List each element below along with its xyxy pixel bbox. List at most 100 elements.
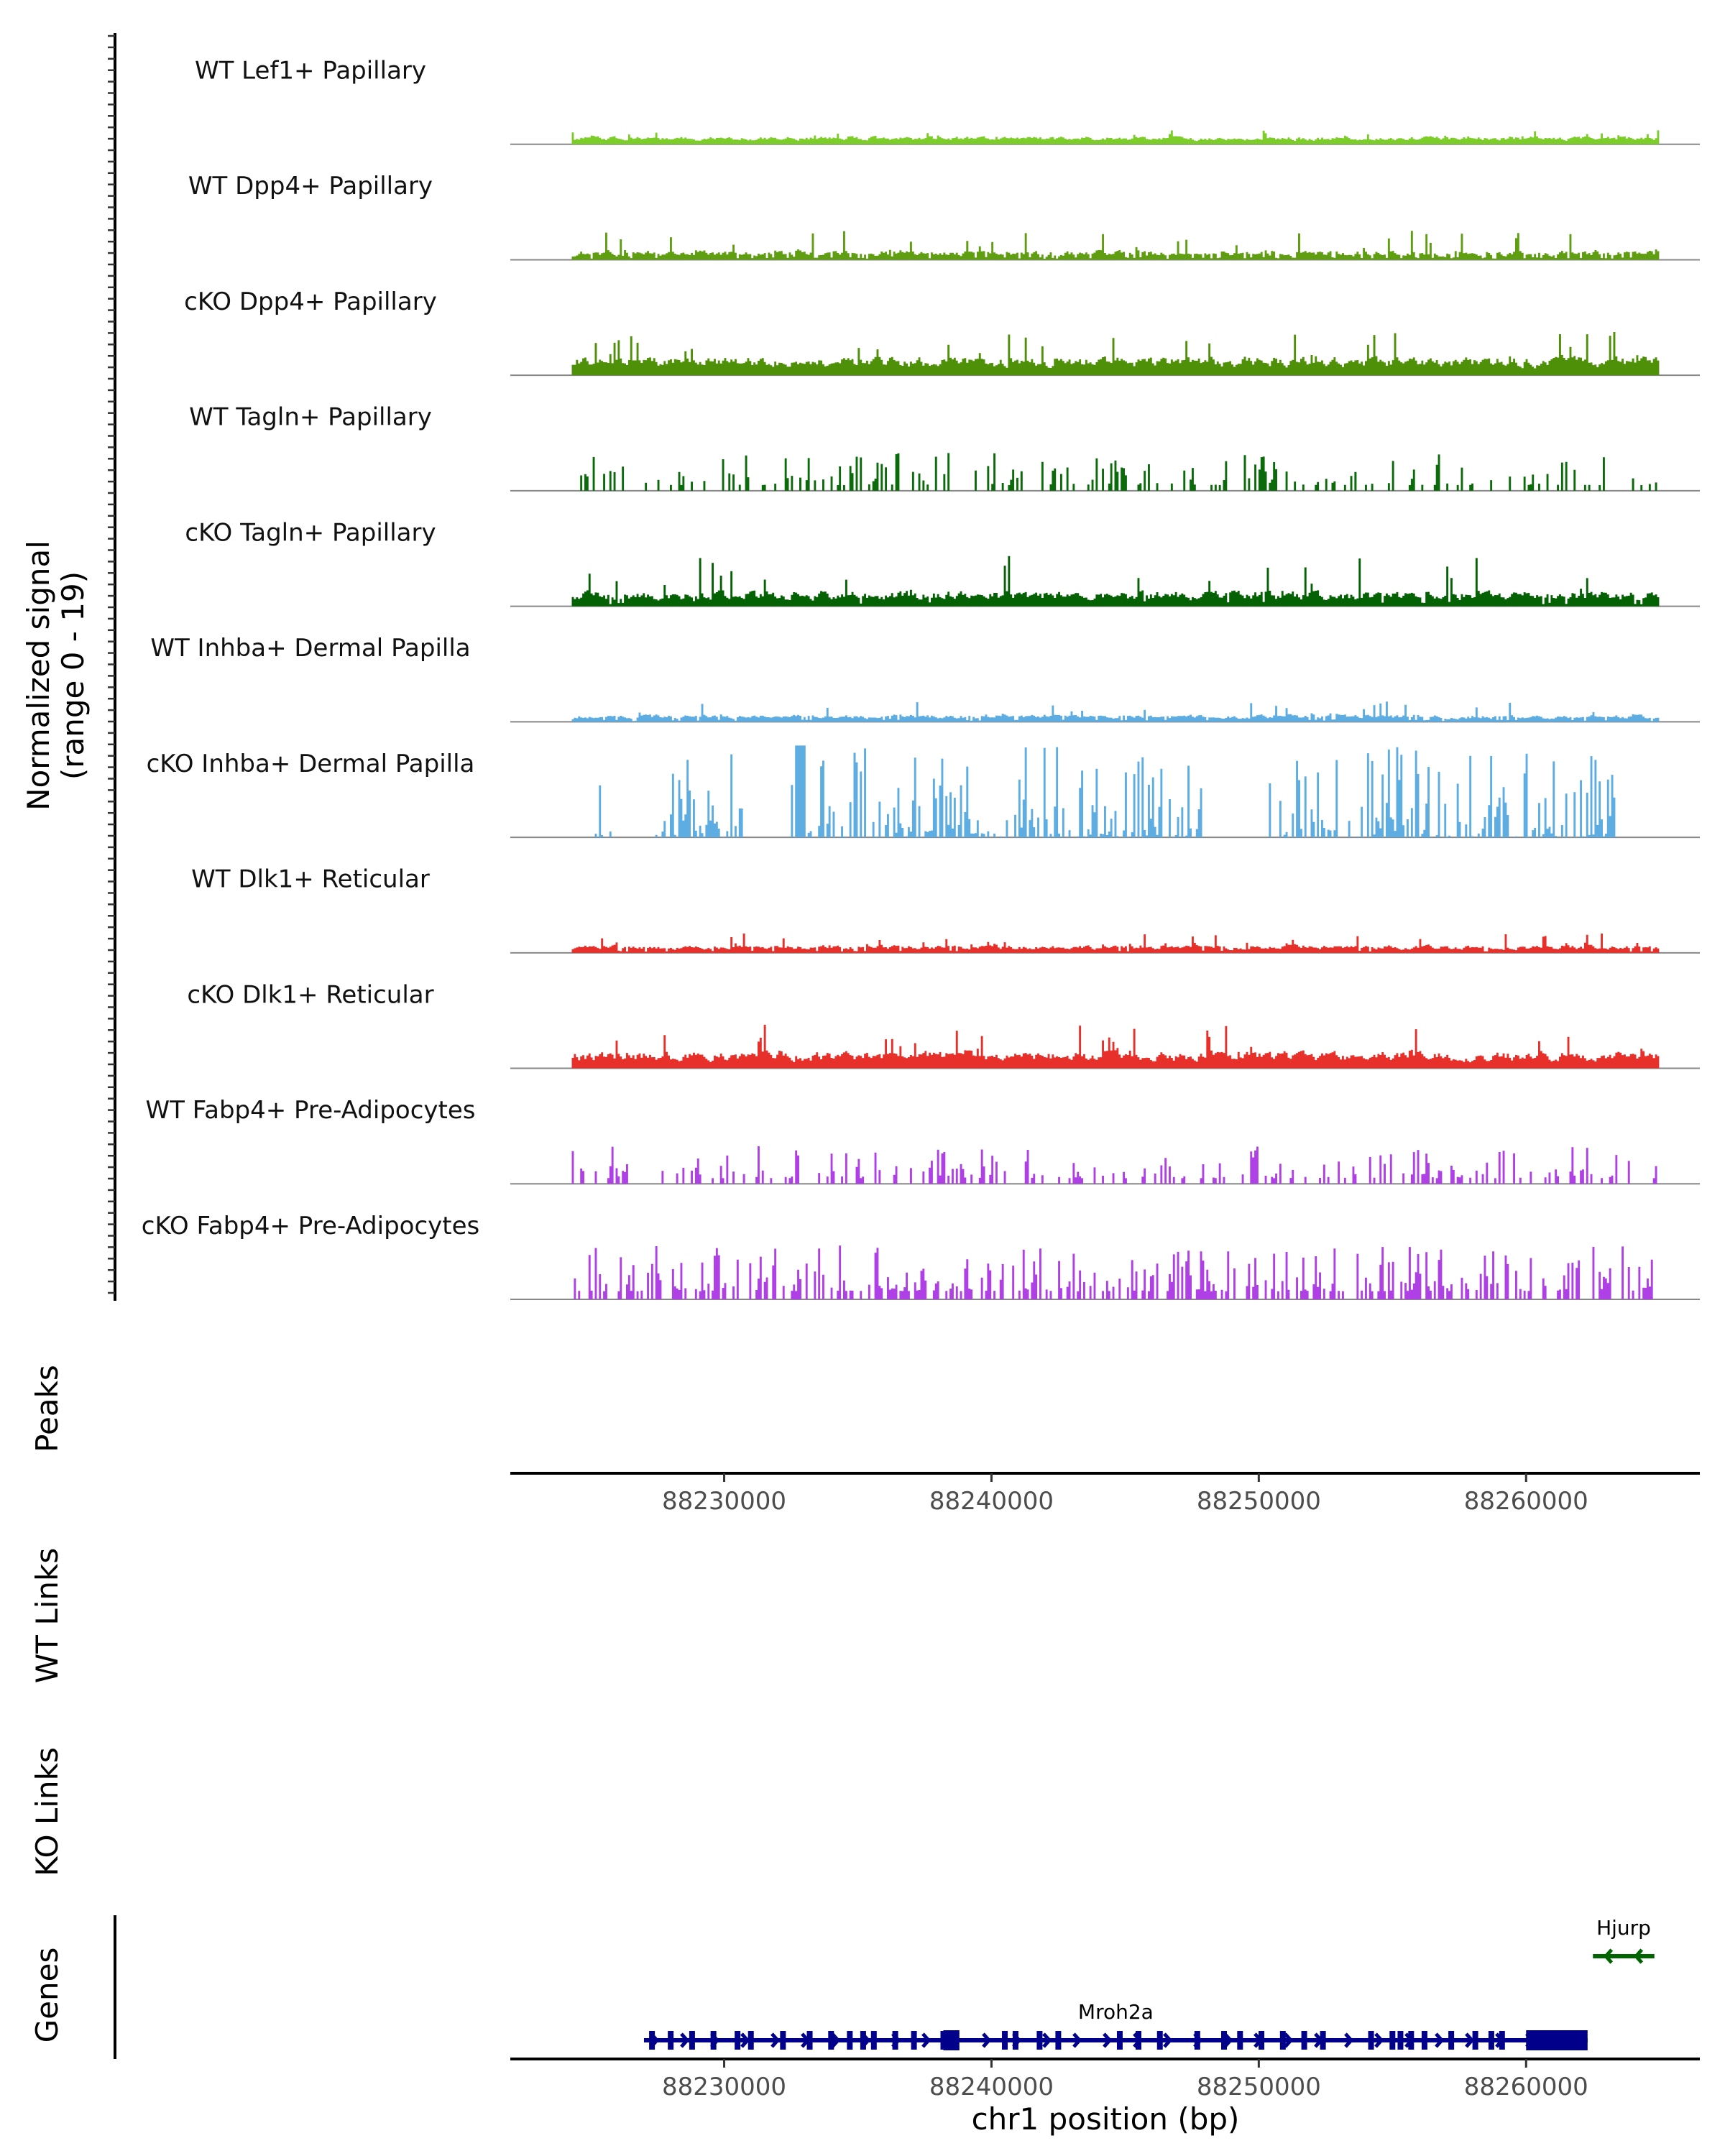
gene-name-label: Hjurp: [1596, 1916, 1651, 1940]
coverage-area: [571, 231, 1660, 260]
panel-label-wt-links: WT Links: [29, 1548, 65, 1683]
strand-arrow: [1103, 2032, 1113, 2048]
gene-mroh2a: Mroh2a: [643, 2000, 1588, 2050]
track-label: WT Dlk1+ Reticular: [191, 865, 430, 894]
x-tick-label: 88240000: [929, 1487, 1054, 1516]
track-label: cKO Fabp4+ Pre-Adipocytes: [142, 1212, 480, 1240]
coverage-area: [571, 453, 1660, 491]
coverage-area: [571, 745, 1660, 838]
exon: [649, 2031, 656, 2050]
gene-name-label: Mroh2a: [1078, 2000, 1154, 2024]
panel-label-peaks: Peaks: [29, 1365, 65, 1452]
exon: [1156, 2031, 1163, 2050]
exon: [1389, 2031, 1396, 2050]
signal-axis-title-line1: Normalized signal: [21, 540, 56, 811]
exon: [892, 2031, 898, 2050]
track-label: WT Lef1+ Papillary: [195, 57, 426, 86]
exon: [1472, 2031, 1478, 2050]
genes-x-axis: 88230000 88240000 88250000 88260000: [510, 2058, 1700, 2101]
strand-arrow: [1465, 2032, 1475, 2048]
exon: [847, 2031, 853, 2050]
track-cko-dpp4-papillary: cKO Dpp4+ Papillary: [184, 287, 1700, 377]
track-wt-dpp4-papillary: WT Dpp4+ Papillary: [188, 172, 1700, 261]
exon: [748, 2031, 754, 2050]
coverage-area: [571, 556, 1660, 607]
exon: [1488, 2031, 1494, 2050]
exon: [1135, 2031, 1141, 2050]
exon: [1499, 2031, 1505, 2050]
track-wt-dlk1-reticular: WT Dlk1+ Reticular: [191, 865, 1700, 954]
exon: [1397, 2031, 1404, 2050]
exon: [1259, 2031, 1265, 2050]
coverage-tracks: WT Lef1+ Papillary WT Dpp4+ Papillary cKO …: [142, 57, 1700, 1300]
coverage-area: [571, 701, 1660, 722]
strand-arrow: [982, 2032, 992, 2048]
track-wt-inhba-dermal-papilla: WT Inhba+ Dermal Papilla: [150, 634, 1700, 723]
track-label: cKO Inhba+ Dermal Papilla: [147, 750, 475, 778]
track-label: cKO Dlk1+ Reticular: [187, 980, 433, 1009]
track-cko-fabp4-pre-adipocytes: cKO Fabp4+ Pre-Adipocytes: [142, 1212, 1700, 1300]
panel-label-ko-links: KO Links: [29, 1747, 65, 1876]
exon: [668, 2031, 674, 2050]
track-label: cKO Tagln+ Papillary: [185, 518, 436, 547]
strand-arrow: [1633, 1948, 1644, 1964]
panel-label-genes: Genes: [29, 1948, 65, 2043]
exon: [1012, 2031, 1018, 2050]
exon: [1116, 2031, 1123, 2050]
exon: [1237, 2031, 1243, 2050]
strand-arrow: [770, 2032, 781, 2048]
exon: [828, 2031, 834, 2050]
coverage-area: [571, 332, 1660, 376]
x-tick-label: 88230000: [662, 2073, 786, 2101]
strand-arrow: [1374, 2032, 1384, 2048]
exon: [735, 2031, 741, 2050]
exon: [911, 2031, 917, 2050]
strand-arrow: [1042, 2032, 1052, 2048]
signal-axis-title: Normalized signal (range 0 - 19): [21, 540, 91, 811]
strand-arrow: [740, 2032, 750, 2048]
track-wt-fabp4-pre-adipocytes: WT Fabp4+ Pre-Adipocytes: [146, 1096, 1700, 1185]
exon: [1320, 2031, 1326, 2050]
exon: [1002, 2031, 1008, 2050]
x-tick-label: 88250000: [1197, 2073, 1321, 2101]
panel-labels: Peaks WT Links KO Links Genes: [29, 1365, 65, 2042]
track-wt-tagln-papillary: WT Tagln+ Papillary: [189, 403, 1700, 492]
track-label: WT Tagln+ Papillary: [189, 403, 432, 432]
track-label: WT Dpp4+ Papillary: [188, 172, 433, 201]
strand-arrow: [831, 2032, 841, 2048]
x-tick-label: 88240000: [929, 2073, 1054, 2101]
signal-y-axis: [108, 33, 116, 1301]
coverage-area: [571, 130, 1660, 144]
strand-arrow: [1435, 2032, 1445, 2048]
strand-arrow: [1163, 2032, 1173, 2048]
track-cko-tagln-papillary: cKO Tagln+ Papillary: [185, 518, 1700, 607]
peaks-x-axis: 88230000 88240000 88250000 88260000: [510, 1472, 1700, 1516]
gene-hjurp: Hjurp: [1593, 1916, 1655, 1964]
x-axis-title: chr1 position (bp): [972, 2101, 1240, 2137]
gene-annotations: Mroh2a Hjurp: [643, 1916, 1655, 2050]
exon: [780, 2031, 786, 2050]
exon: [1301, 2031, 1307, 2050]
track-cko-dlk1-reticular: cKO Dlk1+ Reticular: [187, 980, 1700, 1069]
coverage-area: [571, 934, 1660, 953]
x-tick-label: 88230000: [662, 1487, 786, 1516]
exon: [860, 2031, 866, 2050]
x-tick-label: 88260000: [1464, 2073, 1588, 2101]
x-tick-label: 88260000: [1464, 1487, 1588, 1516]
exon-block: [943, 2030, 960, 2050]
exon: [1368, 2031, 1374, 2050]
exon: [870, 2031, 877, 2050]
exon: [806, 2031, 813, 2050]
coverage-area: [571, 1245, 1660, 1299]
exon: [1055, 2031, 1062, 2050]
exon: [1421, 2031, 1427, 2050]
signal-axis-title-line2: (range 0 - 19): [55, 571, 91, 780]
coverage-area: [571, 1024, 1660, 1069]
exon: [1279, 2031, 1286, 2050]
exon: [1036, 2031, 1043, 2050]
exon: [1221, 2031, 1227, 2050]
strand-arrow: [1344, 2032, 1354, 2048]
exon: [1408, 2031, 1414, 2050]
strand-arrow: [1072, 2032, 1082, 2048]
track-cko-inhba-dermal-papilla: cKO Inhba+ Dermal Papilla: [147, 745, 1700, 839]
